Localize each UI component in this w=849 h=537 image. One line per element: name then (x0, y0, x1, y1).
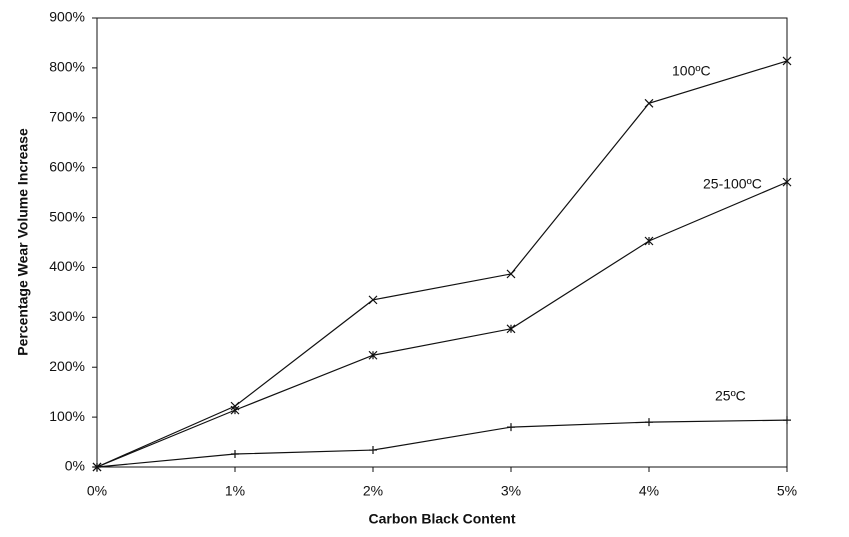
data-point (368, 295, 378, 305)
plot-frame (96, 17, 788, 468)
data-point (368, 350, 378, 360)
data-point (369, 446, 377, 455)
y-tick-label: 300% (49, 308, 85, 324)
x-tick-label: 3% (501, 483, 521, 499)
data-point (93, 463, 101, 471)
y-tick-label: 700% (49, 108, 85, 124)
y-tick-label: 800% (49, 59, 85, 75)
series-label: 100ºC (672, 63, 711, 79)
y-tick-label: 500% (49, 208, 85, 224)
series-line (96, 60, 788, 468)
data-point (783, 416, 791, 425)
data-point (782, 56, 792, 66)
x-tick-label: 1% (225, 483, 245, 499)
series-line (96, 419, 788, 468)
data-point (230, 405, 240, 415)
y-tick-label: 400% (49, 258, 85, 274)
data-point (644, 236, 654, 246)
y-tick-label: 0% (65, 458, 85, 474)
data-point (644, 98, 654, 108)
x-tick-label: 2% (363, 483, 383, 499)
y-tick-label: 100% (49, 408, 85, 424)
series-label: 25ºC (715, 388, 746, 404)
y-tick-label: 200% (49, 358, 85, 374)
data-point (231, 450, 239, 459)
data-point (507, 423, 515, 432)
series-line (96, 181, 788, 468)
data-point (645, 418, 653, 427)
data-point (506, 324, 516, 334)
series-label: 25-100ºC (703, 176, 762, 192)
x-tick-label: 0% (87, 483, 107, 499)
x-axis-title: Carbon Black Content (368, 511, 515, 527)
y-tick-label: 900% (49, 9, 85, 25)
data-point (782, 177, 792, 187)
data-point (506, 269, 516, 279)
y-tick-label: 600% (49, 158, 85, 174)
x-tick-label: 4% (639, 483, 659, 499)
x-tick-label: 5% (777, 483, 797, 499)
y-axis-title: Percentage Wear Volume Increase (15, 128, 31, 356)
